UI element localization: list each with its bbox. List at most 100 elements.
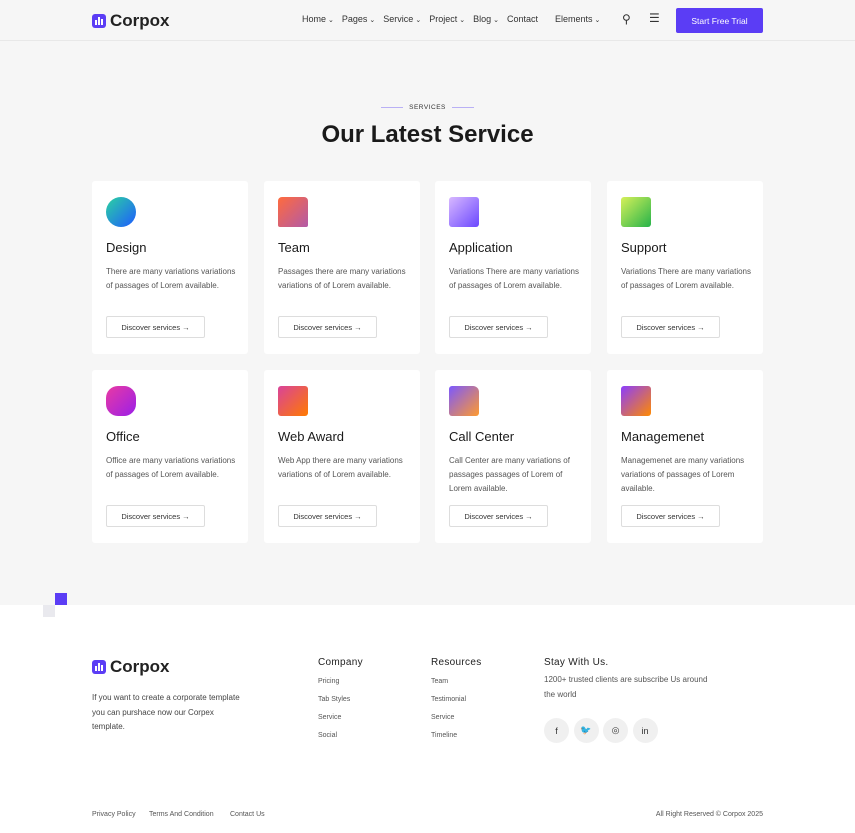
footer-description: If you want to create a corporate templa… — [92, 693, 240, 731]
footer-link-testimonial[interactable]: Testimonial — [431, 696, 467, 703]
arrow-right-icon: → — [354, 322, 362, 332]
service-title: Office — [106, 429, 140, 444]
discover-services-button[interactable]: Discover services → — [621, 316, 720, 338]
menu-icon[interactable]: ☰ — [649, 11, 660, 25]
service-description: There are many variations variations of … — [106, 267, 236, 290]
discover-services-button[interactable]: Discover services → — [449, 316, 548, 338]
discover-services-button[interactable]: Discover services → — [106, 505, 205, 527]
section-eyebrow: SERVICES — [0, 104, 855, 111]
button-label: Discover services — [636, 511, 696, 521]
decor-square — [55, 593, 67, 605]
nav-home[interactable]: Home ⌄ — [302, 14, 334, 24]
stay-with-us: Stay With Us. 1200+ trusted clients are … — [544, 657, 714, 702]
footer-link-service[interactable]: Service — [431, 714, 455, 721]
button-label: Discover services — [636, 322, 696, 332]
service-title: Design — [106, 240, 147, 255]
instagram-icon[interactable]: ◎ — [603, 718, 628, 743]
company-column: Company Pricing Tab Styles Service Socia… — [318, 657, 363, 750]
footer-logo[interactable]: Corpox — [92, 657, 170, 677]
arrow-right-icon: → — [354, 511, 362, 521]
nav-label: Elements — [555, 14, 593, 24]
stay-text: 1200+ trusted clients are subscribe Us a… — [544, 675, 708, 699]
search-icon[interactable]: ⚲ — [622, 12, 631, 26]
service-title: Application — [449, 240, 513, 255]
service-description: Variations There are many variations of … — [621, 267, 751, 290]
button-label: Discover services — [293, 322, 353, 332]
discover-services-button[interactable]: Discover services → — [278, 505, 377, 527]
nav-label: Pages — [341, 14, 368, 24]
service-title: Call Center — [449, 429, 515, 444]
arrow-right-icon: → — [525, 511, 533, 521]
nav-elements[interactable]: Elements ⌄ — [555, 14, 600, 24]
service-title: Web Award — [278, 429, 345, 444]
company-heading: Company — [318, 657, 363, 668]
facebook-icon[interactable]: f — [544, 718, 569, 743]
service-card-web-award: Web Award Web App there are many variati… — [264, 370, 420, 543]
service-title: Managemenet — [621, 429, 705, 444]
service-description: Call Center are many variations of passa… — [449, 456, 570, 493]
application-icon — [449, 197, 479, 227]
footer-link-social[interactable]: Social — [318, 732, 338, 739]
footer-link-tab-styles[interactable]: Tab Styles — [318, 696, 351, 703]
service-description: Web App there are many variations variat… — [278, 456, 403, 479]
service-card-office: Office Office are many variations variat… — [92, 370, 248, 543]
nav-blog[interactable]: Blog ⌄ — [473, 14, 499, 24]
footer-link-timeline[interactable]: Timeline — [431, 732, 458, 739]
service-card-managemenet: Managemenet Managemenet are many variati… — [607, 370, 763, 543]
discover-services-button[interactable]: Discover services → — [278, 316, 377, 338]
office-gear-icon — [106, 386, 136, 416]
team-icon — [278, 197, 308, 227]
discover-services-button[interactable]: Discover services → — [449, 505, 548, 527]
discover-services-button[interactable]: Discover services → — [106, 316, 205, 338]
service-description: Passages there are many variations varia… — [278, 267, 406, 290]
button-label: Discover services — [464, 511, 524, 521]
nav-contact[interactable]: Contact — [507, 14, 538, 24]
linkedin-icon[interactable]: in — [632, 718, 658, 743]
design-icon — [106, 197, 136, 227]
nav-label: Home — [302, 14, 327, 24]
button-label: Discover services — [121, 511, 181, 521]
terms-link[interactable]: Terms And Condition — [149, 811, 214, 818]
footer-link-pricing[interactable]: Pricing — [318, 678, 340, 685]
nav-project[interactable]: Project ⌄ — [429, 14, 465, 24]
brand-logo[interactable]: Corpox — [92, 11, 170, 31]
call-center-folder-icon — [449, 386, 479, 416]
nav-label: Contact — [506, 14, 538, 24]
contact-us-link[interactable]: Contact Us — [230, 811, 265, 818]
start-free-trial-button[interactable]: Start Free Trial — [676, 8, 763, 33]
logo-icon — [92, 14, 106, 28]
header: Corpox Home ⌄ Pages ⌄ Service ⌄ Project ⌄ Blog ⌄ C… — [0, 0, 855, 41]
chevron-down-icon: ⌄ — [459, 17, 466, 24]
section-title: Our Latest Service — [321, 121, 534, 148]
service-card-support: Support Variations There are many variat… — [607, 181, 763, 354]
chevron-down-icon: ⌄ — [328, 17, 334, 24]
nav-pages[interactable]: Pages ⌄ — [342, 14, 375, 24]
button-label: Discover services — [121, 322, 181, 332]
support-card-icon — [621, 197, 651, 227]
discover-services-button[interactable]: Discover services → — [621, 505, 720, 527]
privacy-policy-link[interactable]: Privacy Policy — [92, 811, 136, 818]
service-description: Variations There are many variations of … — [449, 267, 579, 290]
service-card-team: Team Passages there are many variations … — [264, 181, 420, 354]
footer — [0, 605, 855, 833]
arrow-right-icon: → — [697, 511, 705, 521]
service-card-design: Design There are many variations variati… — [92, 181, 248, 354]
twitter-icon[interactable]: 🐦 — [573, 718, 599, 743]
resources-heading: Resources — [431, 657, 482, 668]
footer-link-service[interactable]: Service — [318, 714, 342, 721]
service-card-call-center: Call Center Call Center are many variati… — [435, 370, 591, 543]
arrow-right-icon: → — [182, 322, 190, 332]
decor-square — [43, 605, 55, 617]
nav-label: Project — [429, 14, 458, 24]
nav-service[interactable]: Service ⌄ — [383, 14, 421, 24]
chevron-down-icon: ⌄ — [493, 17, 499, 24]
nav-label: Blog — [473, 14, 492, 24]
service-description: Office are many variations variations of… — [106, 456, 236, 479]
nav-label: Service — [383, 14, 414, 24]
service-description: Managemenet are many variations variatio… — [621, 456, 745, 493]
service-title: Support — [621, 240, 667, 255]
button-label: Discover services — [464, 322, 524, 332]
footer-link-team[interactable]: Team — [431, 678, 449, 685]
chevron-down-icon: ⌄ — [415, 17, 422, 24]
logo-icon — [92, 660, 106, 674]
